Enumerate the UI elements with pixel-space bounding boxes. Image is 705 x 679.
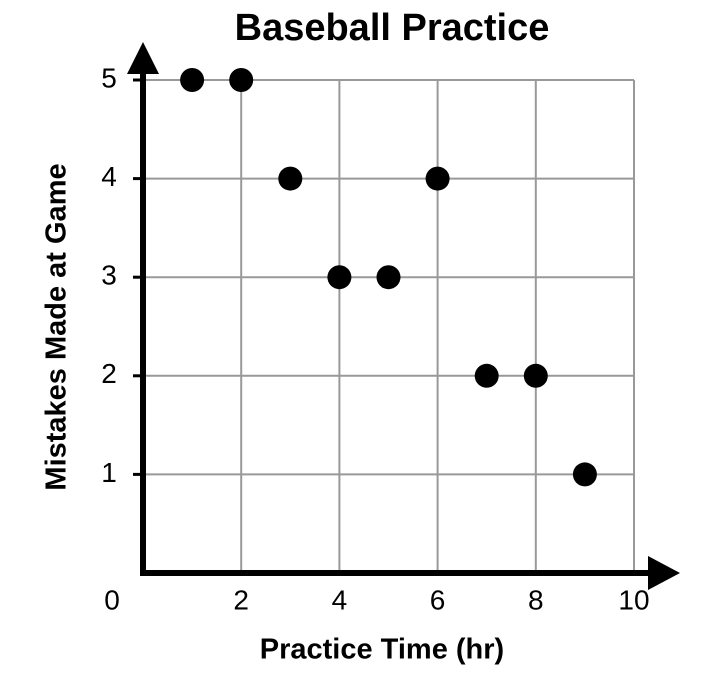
chart-title: Baseball Practice <box>235 7 550 49</box>
data-point <box>425 166 450 191</box>
x-tick-label: 6 <box>430 584 446 615</box>
data-point <box>523 363 548 388</box>
axes <box>127 42 680 590</box>
y-tick-label: 3 <box>101 260 117 291</box>
y-tick-label: 2 <box>101 358 117 389</box>
y-axis-arrow <box>127 42 159 74</box>
y-tick-label: 1 <box>101 457 117 488</box>
data-point <box>474 363 499 388</box>
x-axis-label: Practice Time (hr) <box>260 634 504 666</box>
y-tick-label: 4 <box>101 161 117 192</box>
x-axis-arrow <box>648 556 680 590</box>
data-point <box>180 68 205 92</box>
x-tick-label: 4 <box>332 584 348 615</box>
y-axis-label: Mistakes Made at Game <box>41 163 73 490</box>
x-tick-label: 10 <box>618 584 649 615</box>
data-point <box>376 265 401 290</box>
data-point <box>327 265 352 290</box>
x-tick-label: 8 <box>528 584 544 615</box>
x-tick-label: 0 <box>104 584 120 615</box>
x-tick-label: 2 <box>233 584 249 615</box>
y-tick-label: 5 <box>101 62 117 93</box>
data-point <box>229 68 254 92</box>
data-point <box>278 166 303 191</box>
data-point <box>572 462 597 487</box>
